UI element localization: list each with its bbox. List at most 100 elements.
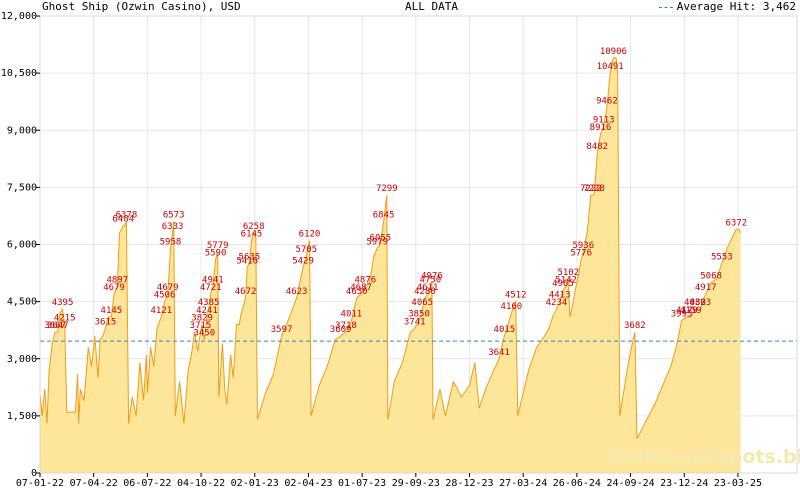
hit-label: 4679 <box>157 283 179 293</box>
hit-label: 4323 <box>690 298 712 308</box>
hit-label: 4015 <box>494 325 516 335</box>
hit-label: 4121 <box>150 306 172 316</box>
y-tick-label: 7,500 <box>7 182 37 193</box>
hit-label: 6145 <box>241 230 263 240</box>
hit-label: 6120 <box>299 230 321 240</box>
hit-label: 4159 <box>680 306 702 316</box>
hit-label: 3597 <box>271 325 293 335</box>
hit-label: 4160 <box>501 302 523 312</box>
hit-label: 6573 <box>163 211 185 221</box>
hit-label: 6055 <box>370 234 392 244</box>
hit-label: 10491 <box>597 62 624 72</box>
hit-label: 5590 <box>205 249 227 259</box>
hit-label: 4941 <box>202 275 224 285</box>
y-tick-label: 10,500 <box>1 68 37 79</box>
y-tick-label: 9,000 <box>7 125 37 136</box>
hit-label: 5979 <box>366 237 388 247</box>
hit-label: 3667 <box>44 321 66 331</box>
history-line <box>39 57 742 439</box>
watermark: Online-Jackpots.biz <box>608 446 800 468</box>
hit-label: 5553 <box>711 253 733 263</box>
hit-label: 3715 <box>190 321 212 331</box>
y-tick-label: 12,000 <box>1 11 37 22</box>
hit-label: 4506 <box>154 291 176 301</box>
hit-label: 3718 <box>335 321 357 331</box>
hit-label: 4623 <box>286 287 308 297</box>
hit-label: 5068 <box>700 272 722 282</box>
hit-label: 3993 <box>671 310 693 320</box>
hit-label: 6372 <box>725 218 747 228</box>
y-tick-label: 6,000 <box>7 240 37 251</box>
hit-label: 5958 <box>160 237 182 247</box>
x-tick-label: 29-09-23 <box>392 478 440 489</box>
hit-label: 4721 <box>200 283 222 293</box>
hit-label: 3647 <box>47 321 69 331</box>
y-axis-ticks: 0 1,500 3,000 4,500 6,000 7,500 9,000 10,500 12,… <box>1 11 40 479</box>
hit-label: 3741 <box>404 317 426 327</box>
hit-label: 9113 <box>593 115 615 125</box>
y-tick-label: 3,000 <box>7 354 37 365</box>
hit-label: 5776 <box>570 249 592 259</box>
hit-label: 4679 <box>103 283 125 293</box>
hit-label: 5779 <box>207 241 229 251</box>
hit-label: 4611 <box>417 283 439 293</box>
hit-label: 4876 <box>355 275 377 285</box>
hit-label: 4080 <box>684 298 706 308</box>
hit-label: 8916 <box>590 123 612 133</box>
hit-label: 6333 <box>162 222 184 232</box>
hit-label: 5102 <box>557 268 579 278</box>
hit-label: 3615 <box>95 317 117 327</box>
hit-label: 3609 <box>330 325 352 335</box>
x-tick-label: 26-06-24 <box>553 478 601 489</box>
hit-label: 4385 <box>198 298 220 308</box>
hit-label: 4687 <box>350 283 372 293</box>
y-tick-label: 0 <box>31 468 37 479</box>
hit-label: 7299 <box>376 184 398 194</box>
average-legend-label: Average Hit: 3,462 <box>676 0 796 13</box>
hit-label: 5705 <box>295 245 317 255</box>
average-legend: Average Hit: 3,462 <box>658 0 796 14</box>
hit-label: 4011 <box>341 310 363 320</box>
hit-label: 5429 <box>292 256 314 266</box>
hit-label: 7228 <box>583 184 605 194</box>
x-tick-label: 02-01-23 <box>231 478 279 489</box>
average-dash-icon <box>658 6 673 8</box>
hit-label: 4215 <box>54 313 76 323</box>
hit-label: 5416 <box>236 256 258 266</box>
period-label: ALL DATA <box>405 0 458 13</box>
hit-label: 6258 <box>243 222 265 232</box>
hit-label: 4672 <box>235 287 257 297</box>
hit-label: 4179 <box>676 306 698 316</box>
hit-label: 4512 <box>505 291 527 301</box>
hit-label: 3450 <box>193 329 215 339</box>
history-area <box>40 57 741 474</box>
hit-label: 6845 <box>373 211 395 221</box>
hit-label: 8482 <box>586 142 608 152</box>
hit-label: 6378 <box>116 211 138 221</box>
hit-label: 4065 <box>411 298 433 308</box>
x-tick-label: 07-01-22 <box>16 478 64 489</box>
hit-label: 7222 <box>580 184 602 194</box>
x-tick-label: 06-07-22 <box>123 478 171 489</box>
hit-label: 5142 <box>555 275 577 285</box>
chart-title: Ghost Ship (Ozwin Casino), USD <box>42 0 241 13</box>
hit-label: 4917 <box>695 283 717 293</box>
x-axis-ticks: 07-01-22 07-04-22 06-07-22 04-10-22 02-01-23… <box>16 473 762 489</box>
hit-label: 6484 <box>112 214 134 224</box>
hit-label: 9462 <box>596 96 618 106</box>
x-tick-label: 28-12-23 <box>445 478 493 489</box>
hit-label: 4965 <box>552 279 574 289</box>
x-tick-label: 04-10-22 <box>177 478 225 489</box>
hit-label: 4413 <box>549 291 571 301</box>
hit-label: 4145 <box>101 306 123 316</box>
y-tick-label: 1,500 <box>7 411 37 422</box>
x-tick-label: 24-09-24 <box>606 478 654 489</box>
hit-label: 4630 <box>346 287 368 297</box>
hit-label: 3850 <box>408 310 430 320</box>
y-tick-label: 4,500 <box>7 297 37 308</box>
hit-label: 3682 <box>624 321 646 331</box>
hit-label: 5936 <box>572 241 594 251</box>
x-tick-label: 23-03-25 <box>714 478 762 489</box>
hit-label: 5635 <box>239 253 261 263</box>
